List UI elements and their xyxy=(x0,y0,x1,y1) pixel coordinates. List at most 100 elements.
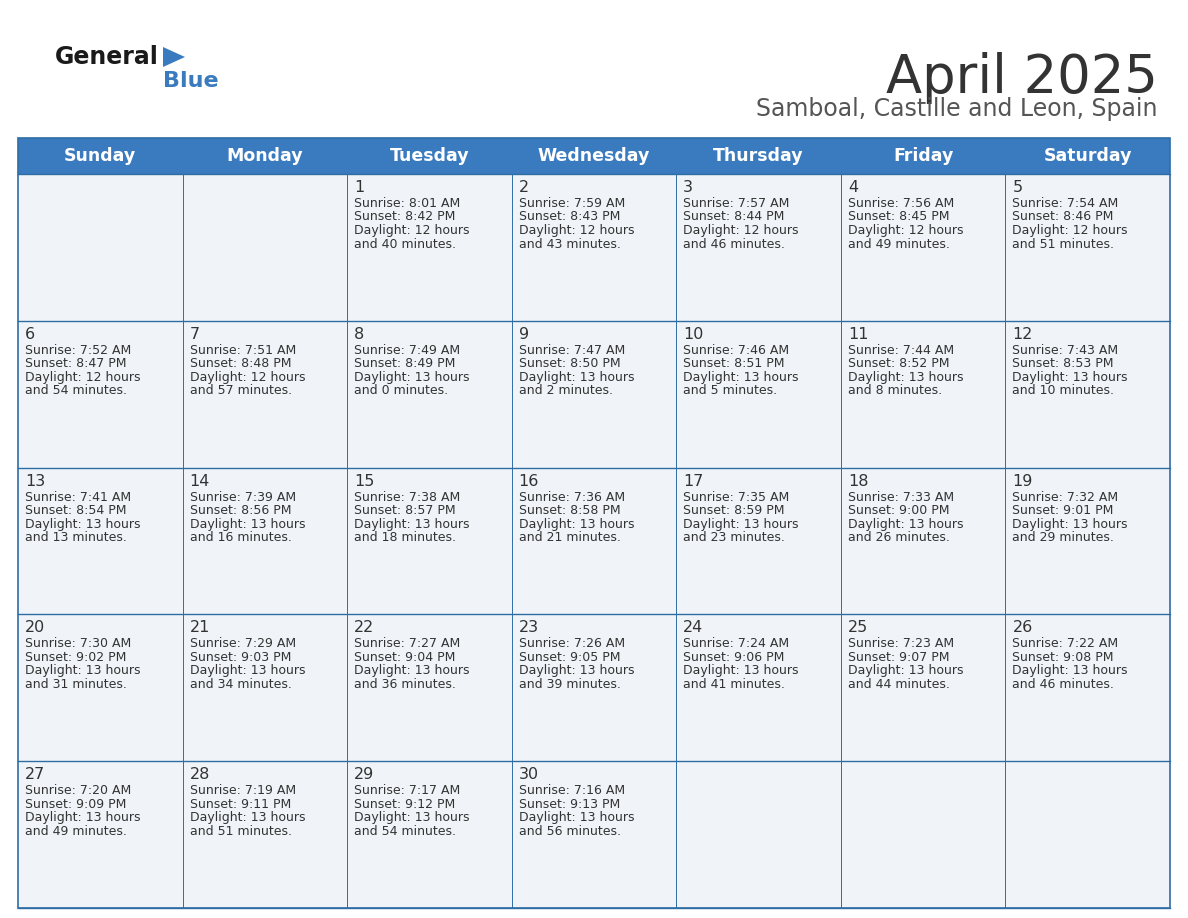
Text: Sunset: 8:43 PM: Sunset: 8:43 PM xyxy=(519,210,620,223)
Text: Sunset: 8:57 PM: Sunset: 8:57 PM xyxy=(354,504,456,517)
Text: Sunrise: 7:23 AM: Sunrise: 7:23 AM xyxy=(848,637,954,650)
Text: Sunset: 8:52 PM: Sunset: 8:52 PM xyxy=(848,357,949,370)
Text: and 43 minutes.: and 43 minutes. xyxy=(519,238,620,251)
Bar xyxy=(676,320,841,467)
Text: Sunrise: 7:56 AM: Sunrise: 7:56 AM xyxy=(848,197,954,210)
Text: and 49 minutes.: and 49 minutes. xyxy=(25,824,127,838)
Bar xyxy=(512,614,676,761)
Bar xyxy=(18,320,183,467)
Text: and 13 minutes.: and 13 minutes. xyxy=(25,532,127,544)
Text: Sunrise: 7:41 AM: Sunrise: 7:41 AM xyxy=(25,490,131,504)
Polygon shape xyxy=(163,47,185,67)
Text: 17: 17 xyxy=(683,474,703,488)
Text: Sunset: 9:01 PM: Sunset: 9:01 PM xyxy=(1012,504,1114,517)
Bar xyxy=(347,320,512,467)
Text: Sunrise: 7:52 AM: Sunrise: 7:52 AM xyxy=(25,344,131,357)
Bar xyxy=(1005,320,1170,467)
Text: and 56 minutes.: and 56 minutes. xyxy=(519,824,620,838)
Text: 27: 27 xyxy=(25,767,45,782)
Text: Daylight: 13 hours: Daylight: 13 hours xyxy=(683,371,798,384)
Text: 9: 9 xyxy=(519,327,529,341)
Text: 23: 23 xyxy=(519,621,539,635)
Text: Daylight: 13 hours: Daylight: 13 hours xyxy=(683,518,798,531)
Text: Sunrise: 7:17 AM: Sunrise: 7:17 AM xyxy=(354,784,461,797)
Text: Sunrise: 7:38 AM: Sunrise: 7:38 AM xyxy=(354,490,461,504)
Text: and 23 minutes.: and 23 minutes. xyxy=(683,532,785,544)
Text: Sunset: 8:50 PM: Sunset: 8:50 PM xyxy=(519,357,620,370)
Text: and 2 minutes.: and 2 minutes. xyxy=(519,385,613,397)
Text: Daylight: 13 hours: Daylight: 13 hours xyxy=(25,665,140,677)
Text: Sunset: 8:51 PM: Sunset: 8:51 PM xyxy=(683,357,785,370)
Text: and 44 minutes.: and 44 minutes. xyxy=(848,677,949,691)
Text: 20: 20 xyxy=(25,621,45,635)
Text: Daylight: 12 hours: Daylight: 12 hours xyxy=(848,224,963,237)
Bar xyxy=(347,614,512,761)
Text: Monday: Monday xyxy=(227,147,303,165)
Text: 7: 7 xyxy=(190,327,200,341)
Text: Sunset: 9:06 PM: Sunset: 9:06 PM xyxy=(683,651,784,664)
Text: 6: 6 xyxy=(25,327,36,341)
Text: Sunset: 9:08 PM: Sunset: 9:08 PM xyxy=(1012,651,1114,664)
Text: 19: 19 xyxy=(1012,474,1032,488)
Text: Sunrise: 7:39 AM: Sunrise: 7:39 AM xyxy=(190,490,296,504)
Text: 30: 30 xyxy=(519,767,539,782)
Text: Sunset: 8:46 PM: Sunset: 8:46 PM xyxy=(1012,210,1114,223)
Text: Sunrise: 7:57 AM: Sunrise: 7:57 AM xyxy=(683,197,790,210)
Text: and 54 minutes.: and 54 minutes. xyxy=(25,385,127,397)
Text: Blue: Blue xyxy=(163,71,219,91)
Text: Daylight: 12 hours: Daylight: 12 hours xyxy=(683,224,798,237)
Text: and 51 minutes.: and 51 minutes. xyxy=(190,824,291,838)
Bar xyxy=(676,614,841,761)
Text: Wednesday: Wednesday xyxy=(538,147,650,165)
Text: Sunrise: 7:33 AM: Sunrise: 7:33 AM xyxy=(848,490,954,504)
Text: 2: 2 xyxy=(519,180,529,195)
Text: and 51 minutes.: and 51 minutes. xyxy=(1012,238,1114,251)
Text: Daylight: 13 hours: Daylight: 13 hours xyxy=(354,665,469,677)
Text: Sunset: 8:53 PM: Sunset: 8:53 PM xyxy=(1012,357,1114,370)
Text: 28: 28 xyxy=(190,767,210,782)
Bar xyxy=(841,467,1005,614)
Text: and 40 minutes.: and 40 minutes. xyxy=(354,238,456,251)
Text: Sunset: 9:11 PM: Sunset: 9:11 PM xyxy=(190,798,291,811)
Text: Sunrise: 7:59 AM: Sunrise: 7:59 AM xyxy=(519,197,625,210)
Text: and 46 minutes.: and 46 minutes. xyxy=(683,238,785,251)
Text: Sunrise: 7:30 AM: Sunrise: 7:30 AM xyxy=(25,637,131,650)
Text: April 2025: April 2025 xyxy=(886,52,1158,104)
Text: Daylight: 13 hours: Daylight: 13 hours xyxy=(354,371,469,384)
Text: 12: 12 xyxy=(1012,327,1032,341)
Text: Sunrise: 7:29 AM: Sunrise: 7:29 AM xyxy=(190,637,296,650)
Bar xyxy=(18,761,183,908)
Bar xyxy=(347,761,512,908)
Text: Sunrise: 7:47 AM: Sunrise: 7:47 AM xyxy=(519,344,625,357)
Text: 3: 3 xyxy=(683,180,694,195)
Text: Thursday: Thursday xyxy=(713,147,804,165)
Bar xyxy=(512,761,676,908)
Text: and 29 minutes.: and 29 minutes. xyxy=(1012,532,1114,544)
Text: Sunset: 8:47 PM: Sunset: 8:47 PM xyxy=(25,357,126,370)
Text: Sunrise: 7:43 AM: Sunrise: 7:43 AM xyxy=(1012,344,1119,357)
Text: General: General xyxy=(55,45,159,69)
Text: Sunrise: 7:46 AM: Sunrise: 7:46 AM xyxy=(683,344,789,357)
Text: Sunset: 8:56 PM: Sunset: 8:56 PM xyxy=(190,504,291,517)
Text: and 34 minutes.: and 34 minutes. xyxy=(190,677,291,691)
Text: 29: 29 xyxy=(354,767,374,782)
Bar xyxy=(183,761,347,908)
Text: Sunset: 8:42 PM: Sunset: 8:42 PM xyxy=(354,210,455,223)
Text: Daylight: 13 hours: Daylight: 13 hours xyxy=(519,518,634,531)
Text: Sunrise: 7:24 AM: Sunrise: 7:24 AM xyxy=(683,637,789,650)
Text: Sunset: 8:44 PM: Sunset: 8:44 PM xyxy=(683,210,784,223)
Text: Daylight: 12 hours: Daylight: 12 hours xyxy=(354,224,469,237)
Bar xyxy=(18,614,183,761)
Bar xyxy=(841,761,1005,908)
Text: Daylight: 13 hours: Daylight: 13 hours xyxy=(354,812,469,824)
Text: and 39 minutes.: and 39 minutes. xyxy=(519,677,620,691)
Text: and 10 minutes.: and 10 minutes. xyxy=(1012,385,1114,397)
Bar xyxy=(183,614,347,761)
Text: 15: 15 xyxy=(354,474,374,488)
Text: Daylight: 13 hours: Daylight: 13 hours xyxy=(519,371,634,384)
Text: Daylight: 12 hours: Daylight: 12 hours xyxy=(25,371,140,384)
Bar xyxy=(1005,174,1170,320)
Text: Daylight: 13 hours: Daylight: 13 hours xyxy=(1012,371,1127,384)
Text: 14: 14 xyxy=(190,474,210,488)
Text: Daylight: 12 hours: Daylight: 12 hours xyxy=(519,224,634,237)
